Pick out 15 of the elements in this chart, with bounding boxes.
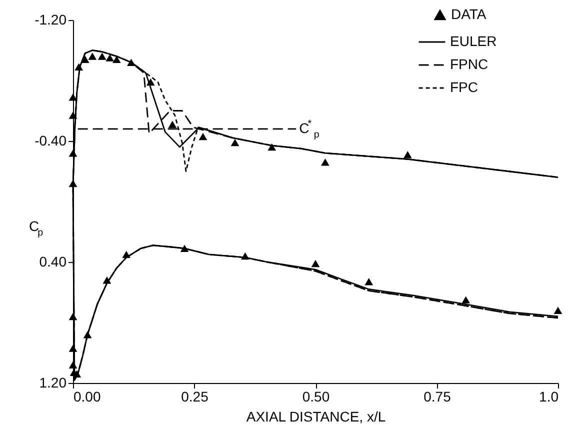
x-tick-label: 0.00 [74,388,101,404]
x-tick-label: 0.75 [424,388,452,404]
x-axis-title: AXIAL DISTANCE, x/L [246,408,386,424]
annotation: C*p [299,118,320,140]
legend-label: DATA [451,6,487,22]
y-tick-label: -1.20 [34,12,67,28]
legend-label: FPNC [450,56,488,72]
y-tick-label: 1.20 [39,374,67,390]
legend-label: EULER [450,33,497,49]
x-tick-label: 0.50 [302,388,330,404]
x-tick-label: 0.25 [181,388,209,404]
legend-label: FPC [450,79,478,95]
y-tick-label: -0.40 [34,132,67,148]
x-tick-label: 1.0 [539,388,559,404]
y-tick-label: 0.40 [39,254,67,270]
